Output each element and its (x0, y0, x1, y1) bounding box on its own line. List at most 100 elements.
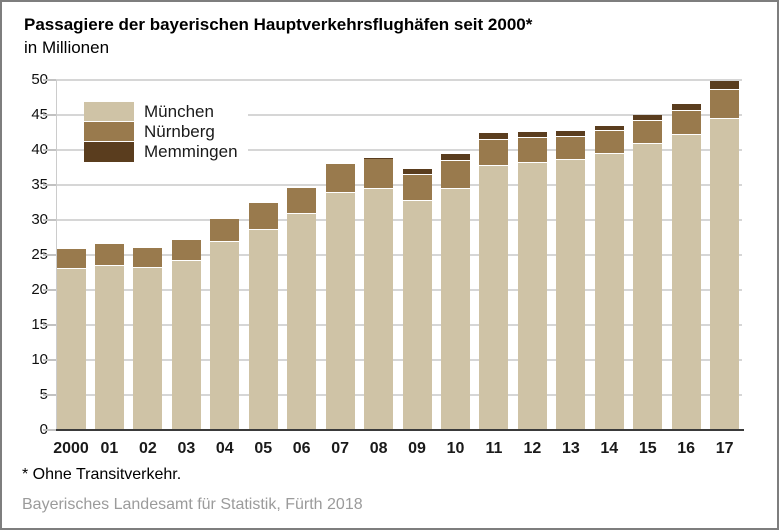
footnote: * Ohne Transitverkehr. (22, 466, 182, 483)
legend-label-nuernberg: Nürnberg (134, 122, 248, 142)
segment-münchen-17 (710, 118, 740, 430)
gridline-35 (56, 184, 742, 186)
gridline-30 (56, 219, 742, 221)
gridline-45 (56, 114, 742, 116)
source-credit: Bayerisches Landesamt für Statistik, Für… (22, 496, 363, 513)
y-tick-0 (43, 429, 56, 431)
x-tick-label-16: 16 (677, 440, 696, 457)
segment-nürnberg-01 (94, 243, 124, 266)
bar-12 (517, 131, 547, 430)
segment-nürnberg-10 (441, 160, 470, 189)
y-tick-label-50: 50 (31, 71, 48, 88)
bar-17 (710, 81, 740, 430)
gridline-15 (56, 324, 742, 326)
y-tick-label-45: 45 (31, 106, 48, 123)
segment-nürnberg-11 (479, 139, 509, 167)
segment-münchen-07 (325, 192, 355, 430)
bar-11 (479, 133, 509, 430)
gridline-25 (56, 254, 742, 256)
segment-münchen-09 (402, 201, 432, 430)
y-tick-label-10: 10 (31, 351, 48, 368)
y-tick-35 (43, 184, 56, 186)
segment-nürnberg-14 (594, 131, 624, 154)
segment-memmingen-16 (671, 103, 701, 111)
y-tick-10 (43, 359, 56, 361)
x-tick-label-02: 02 (138, 440, 157, 457)
segment-münchen-13 (556, 159, 586, 430)
x-tick-label-07: 07 (331, 440, 350, 457)
y-tick-label-40: 40 (31, 141, 48, 158)
bar-10 (441, 154, 470, 430)
segment-nürnberg-07 (325, 164, 355, 193)
segment-münchen-2000 (56, 269, 86, 430)
segment-münchen-10 (441, 188, 470, 430)
segment-memmingen-11 (479, 133, 509, 140)
y-tick-label-30: 30 (31, 211, 48, 228)
bar-09 (402, 168, 432, 430)
gridline-10 (56, 359, 742, 361)
y-tick-45 (43, 114, 56, 116)
segment-memmingen-17 (710, 81, 740, 90)
segment-memmingen-13 (556, 131, 586, 138)
segment-nürnberg-09 (402, 174, 432, 202)
segment-nürnberg-15 (633, 121, 663, 145)
bar-2000 (56, 248, 86, 430)
segment-memmingen-10 (441, 154, 470, 161)
segment-münchen-12 (517, 162, 547, 430)
x-tick-label-10: 10 (446, 440, 465, 457)
gridline-20 (56, 289, 742, 291)
bar-13 (556, 131, 586, 430)
segment-münchen-06 (287, 214, 317, 430)
x-tick-label-03: 03 (177, 440, 196, 457)
bar-03 (171, 240, 201, 430)
gridline-50 (56, 79, 742, 81)
segment-münchen-11 (479, 166, 509, 430)
segment-memmingen-15 (633, 115, 663, 122)
legend-swatches (84, 102, 134, 162)
x-tick-label-04: 04 (215, 440, 234, 457)
segment-nürnberg-06 (287, 187, 317, 215)
segment-münchen-03 (171, 261, 201, 430)
bar-16 (671, 103, 701, 430)
bar-05 (248, 203, 278, 430)
segment-nürnberg-16 (671, 110, 701, 136)
x-tick-label-12: 12 (523, 440, 542, 457)
x-tick-label-05: 05 (254, 440, 273, 457)
y-tick-5 (43, 394, 56, 396)
segment-nürnberg-02 (133, 248, 163, 269)
legend-swatch-nuernberg (84, 122, 134, 142)
segment-nürnberg-03 (171, 240, 201, 262)
segment-nürnberg-13 (556, 137, 586, 160)
segment-nürnberg-12 (517, 138, 547, 163)
y-tick-label-20: 20 (31, 281, 48, 298)
x-tick-label-09: 09 (408, 440, 426, 457)
segment-memmingen-08 (364, 157, 394, 160)
y-tick-30 (43, 219, 56, 221)
segment-münchen-04 (210, 242, 240, 430)
segment-nürnberg-04 (210, 219, 240, 243)
x-tick-label-2000: 2000 (53, 440, 89, 457)
y-tick-label-35: 35 (31, 176, 48, 193)
bar-04 (210, 219, 240, 430)
segment-münchen-16 (671, 135, 701, 430)
y-tick-50 (43, 79, 56, 81)
y-tick-label-25: 25 (31, 246, 48, 263)
segment-nürnberg-2000 (56, 248, 86, 269)
legend-swatch-memmingen (84, 142, 134, 162)
y-tick-15 (43, 324, 56, 326)
bar-07 (325, 164, 355, 430)
segment-memmingen-12 (517, 131, 547, 139)
segment-memmingen-09 (402, 168, 432, 175)
legend-labels: München Nürnberg Memmingen (134, 102, 248, 162)
segment-münchen-05 (248, 229, 278, 430)
bar-02 (133, 248, 163, 430)
x-tick-label-15: 15 (638, 440, 657, 457)
x-tick-label-11: 11 (485, 440, 503, 457)
segment-münchen-02 (133, 268, 163, 430)
x-tick-label-06: 06 (292, 440, 311, 457)
gridline-5 (56, 394, 742, 396)
segment-memmingen-14 (594, 125, 624, 132)
y-tick-label-15: 15 (31, 316, 48, 333)
plot-area (43, 79, 744, 431)
